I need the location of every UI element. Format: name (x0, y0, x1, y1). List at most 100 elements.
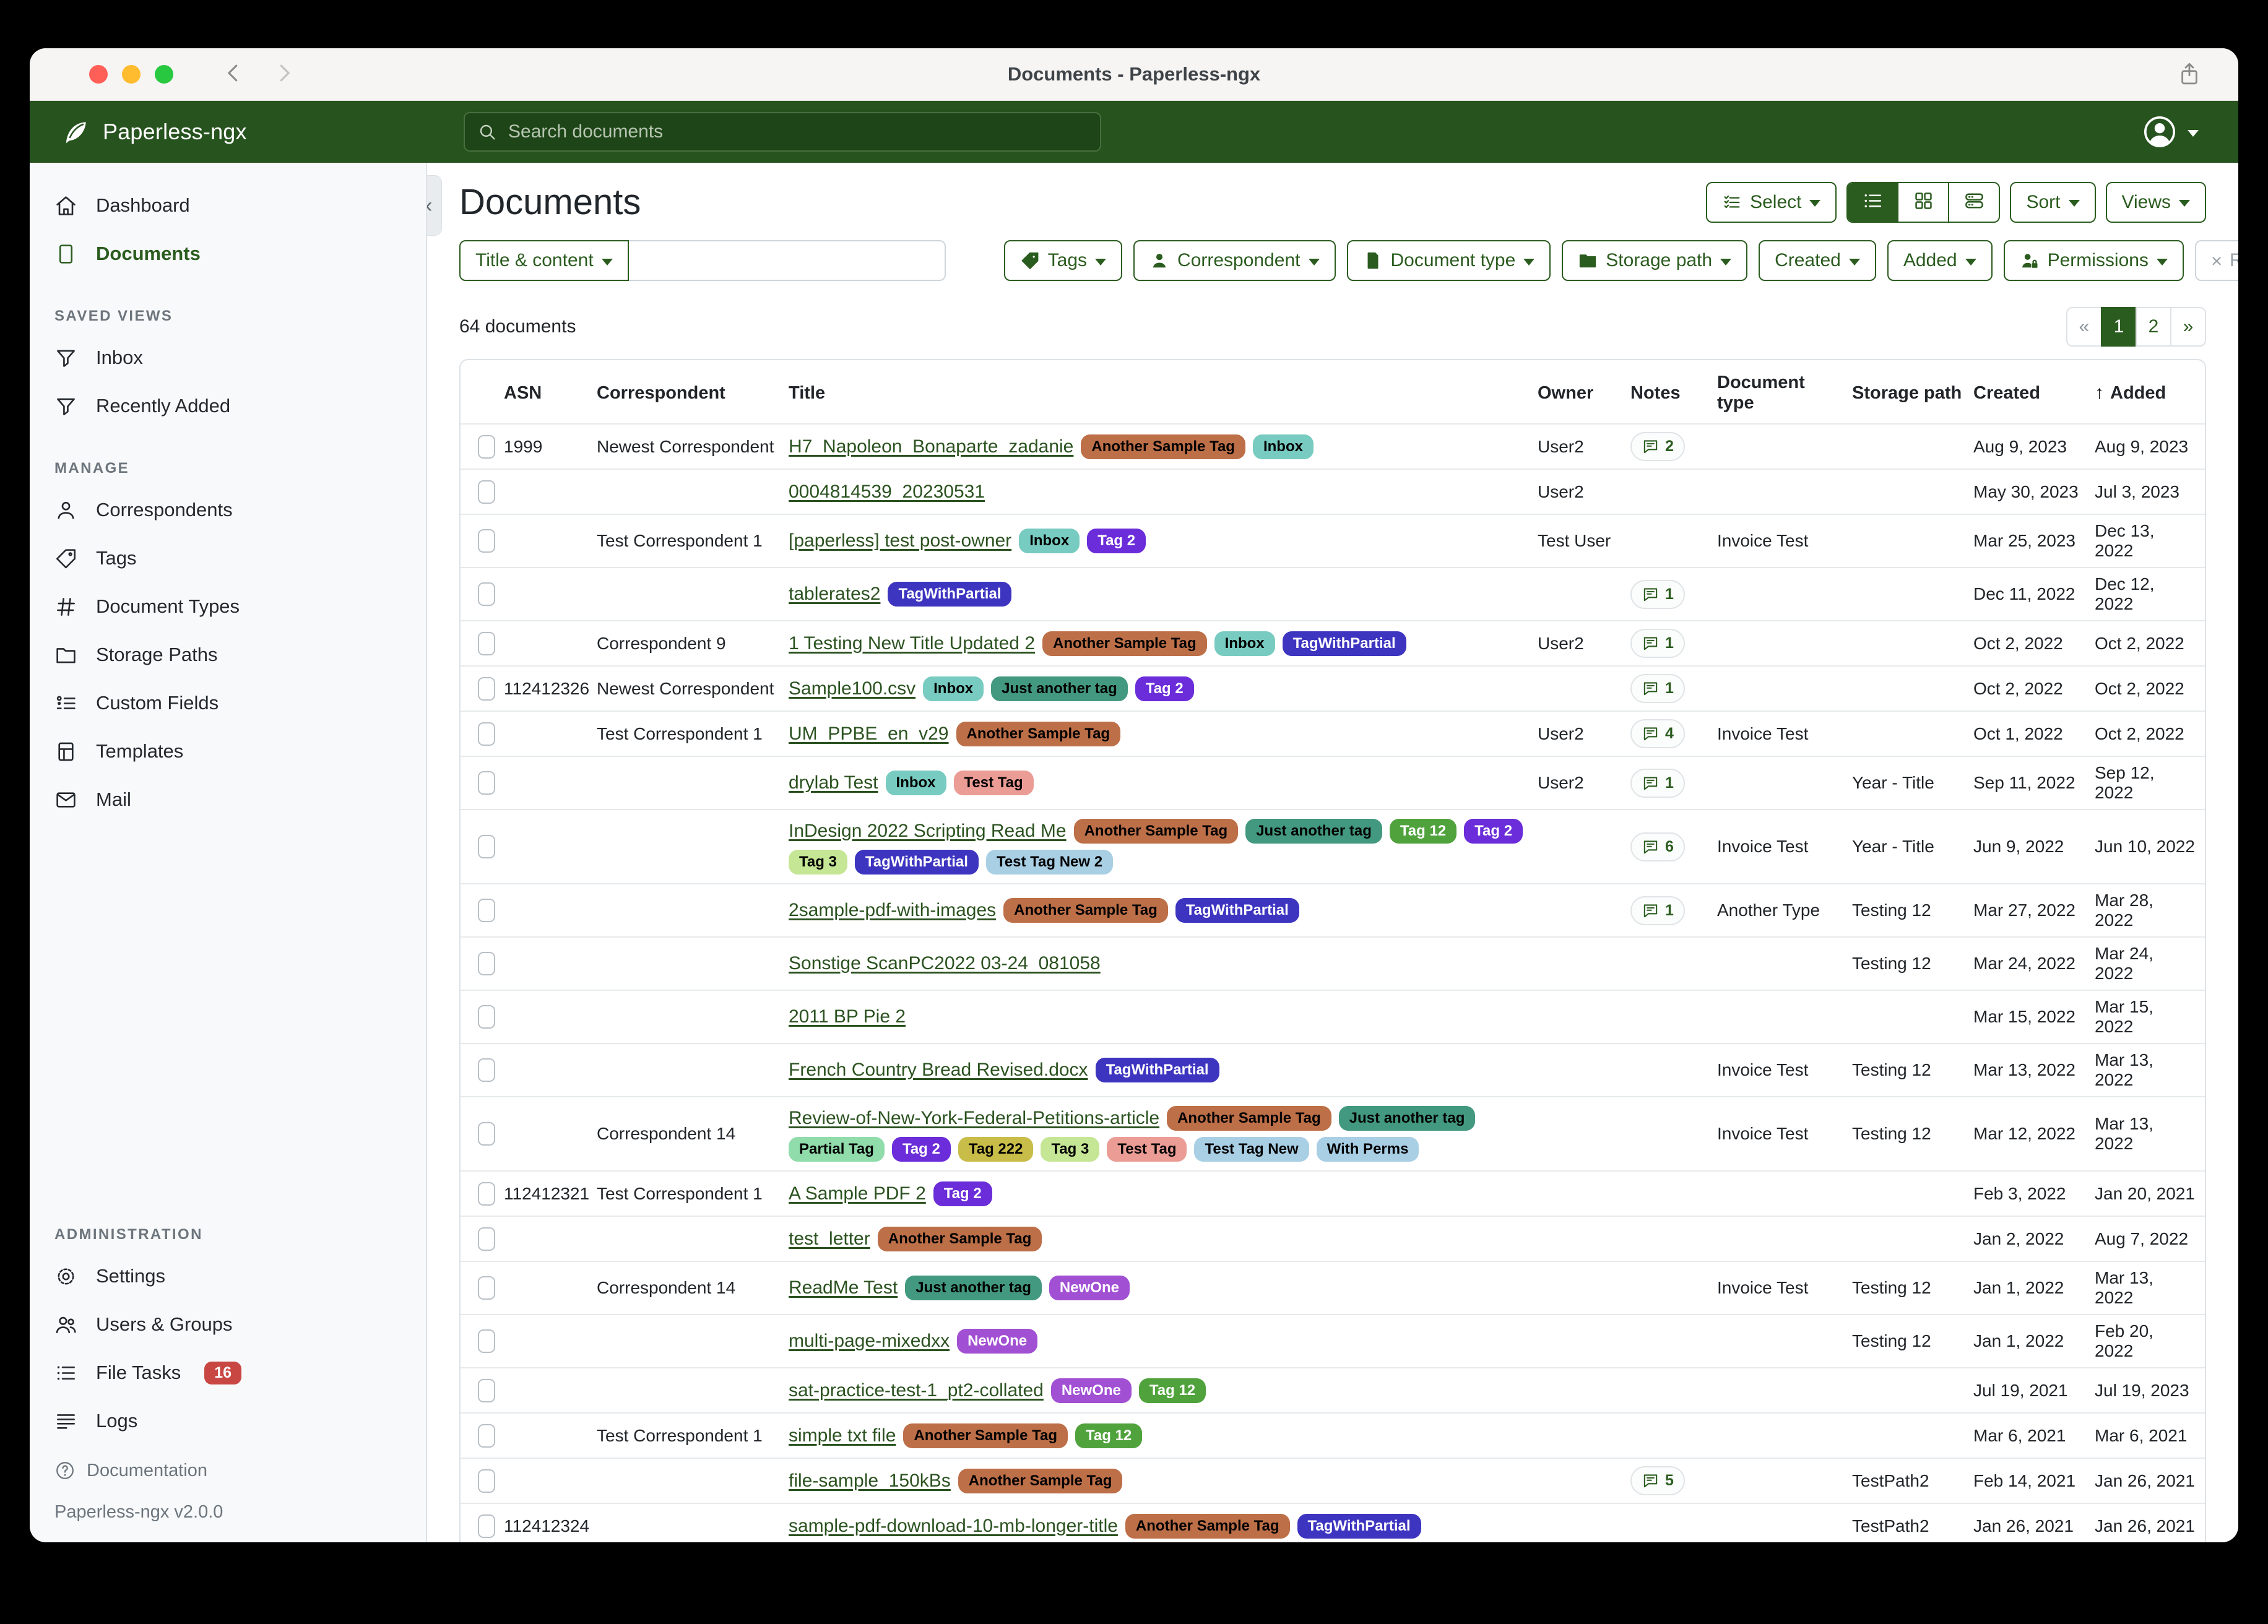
notes-button[interactable]: 5 (1630, 1466, 1685, 1495)
tag-pill[interactable]: Just another tag (991, 676, 1128, 701)
row-checkbox[interactable] (478, 1329, 495, 1353)
document-link[interactable]: Sample100.csv (789, 678, 916, 699)
minimize-window-button[interactable] (122, 65, 141, 84)
document-link[interactable]: test_letter (789, 1228, 870, 1249)
tag-pill[interactable]: Another Sample Tag (956, 721, 1121, 746)
tag-pill[interactable]: Tag 222 (958, 1137, 1034, 1162)
column-header-owner[interactable]: Owner (1538, 382, 1594, 403)
row-checkbox[interactable] (478, 434, 495, 459)
document-link[interactable]: A Sample PDF 2 (789, 1183, 926, 1204)
row-checkbox[interactable] (478, 1058, 495, 1082)
tag-pill[interactable]: TagWithPartial (1282, 631, 1406, 656)
filter-added-button[interactable]: Added (1887, 240, 1993, 281)
row-checkbox[interactable] (478, 1423, 495, 1448)
tag-pill[interactable]: Inbox (1214, 631, 1275, 656)
row-checkbox[interactable] (478, 835, 495, 858)
document-link[interactable]: 1 Testing New Title Updated 2 (789, 633, 1036, 654)
page-button-2[interactable]: 2 (2136, 307, 2171, 347)
row-checkbox[interactable] (478, 1005, 495, 1029)
document-link[interactable]: French Country Bread Revised.docx (789, 1060, 1088, 1080)
tag-pill[interactable]: Tag 2 (891, 1137, 951, 1162)
tag-pill[interactable]: Just another tag (1245, 819, 1382, 844)
tag-pill[interactable]: NewOne (957, 1329, 1038, 1354)
notes-button[interactable]: 1 (1630, 674, 1685, 703)
select-button[interactable]: Select (1706, 181, 1837, 223)
row-checkbox[interactable] (478, 952, 495, 975)
document-link[interactable]: 2011 BP Pie 2 (789, 1006, 906, 1027)
sort-button[interactable]: Sort (2010, 181, 2096, 223)
tag-pill[interactable]: Test Tag New 2 (985, 850, 1114, 875)
notes-button[interactable]: 6 (1630, 832, 1685, 862)
sidebar-item-users-groups[interactable]: Users & Groups (30, 1300, 426, 1349)
row-checkbox[interactable] (478, 1378, 495, 1402)
zoom-window-button[interactable] (155, 65, 173, 84)
tag-pill[interactable]: TagWithPartial (1297, 1513, 1421, 1539)
tag-pill[interactable]: Another Sample Tag (1125, 1513, 1290, 1539)
row-checkbox[interactable] (478, 1227, 495, 1251)
documentation-link[interactable]: Documentation (54, 1460, 426, 1481)
filter-permissions-button[interactable]: Permissions (2003, 240, 2184, 281)
sidebar-item-logs[interactable]: Logs (30, 1397, 426, 1445)
view-list-button[interactable] (1848, 183, 1898, 222)
document-link[interactable]: drylab Test (789, 772, 878, 793)
filter-correspondent-button[interactable]: Correspondent (1133, 240, 1336, 281)
row-checkbox[interactable] (478, 771, 495, 795)
tag-pill[interactable]: Inbox (1019, 529, 1080, 553)
filter-storage-path-button[interactable]: Storage path (1562, 240, 1748, 281)
tag-pill[interactable]: Tag 2 (1135, 676, 1194, 701)
sidebar-item-settings[interactable]: Settings (30, 1252, 426, 1300)
column-header-created[interactable]: Created (1973, 382, 2040, 403)
tag-pill[interactable]: Test Tag New (1194, 1137, 1309, 1162)
notes-button[interactable]: 1 (1630, 629, 1685, 658)
tag-pill[interactable]: TagWithPartial (854, 850, 979, 875)
document-link[interactable]: sat-practice-test-1_pt2-collated (789, 1380, 1044, 1401)
notes-button[interactable]: 2 (1630, 432, 1685, 461)
document-link[interactable]: [paperless] test post-owner (789, 530, 1012, 551)
document-link[interactable]: tablerates2 (789, 584, 881, 604)
sidebar-item-documents[interactable]: Documents (30, 230, 426, 278)
filter-created-button[interactable]: Created (1759, 240, 1876, 281)
tag-pill[interactable]: Another Sample Tag (1042, 631, 1207, 656)
document-link[interactable]: ReadMe Test (789, 1277, 898, 1298)
tag-pill[interactable]: Another Sample Tag (1167, 1106, 1331, 1131)
sidebar-item-dashboard[interactable]: Dashboard (30, 181, 426, 230)
tag-pill[interactable]: Another Sample Tag (958, 1468, 1123, 1493)
sidebar-item-templates[interactable]: Templates (30, 727, 426, 775)
tag-pill[interactable]: Tag 2 (933, 1181, 992, 1206)
view-detail-button[interactable] (1948, 183, 1999, 222)
row-checkbox[interactable] (478, 1514, 495, 1538)
document-link[interactable]: multi-page-mixedxx (789, 1331, 950, 1351)
tag-pill[interactable]: Just another tag (1338, 1106, 1476, 1131)
tag-pill[interactable]: Partial Tag (789, 1137, 885, 1162)
notes-button[interactable]: 1 (1630, 579, 1685, 609)
forward-icon[interactable] (272, 61, 296, 88)
notes-button[interactable]: 4 (1630, 719, 1685, 748)
document-link[interactable]: Review-of-New-York-Federal-Petitions-art… (789, 1108, 1160, 1128)
tag-pill[interactable]: Tag 2 (1087, 529, 1146, 553)
document-link[interactable]: UM_PPBE_en_v29 (789, 723, 949, 744)
tag-pill[interactable]: With Perms (1316, 1137, 1419, 1162)
tag-pill[interactable]: Another Sample Tag (903, 1423, 1068, 1448)
tag-pill[interactable]: Test Tag (953, 771, 1034, 795)
document-link[interactable]: H7_Napoleon_Bonaparte_zadanie (789, 436, 1074, 457)
filter-tags-button[interactable]: Tags (1003, 240, 1123, 281)
tag-pill[interactable]: Another Sample Tag (877, 1226, 1042, 1251)
notes-button[interactable]: 1 (1630, 768, 1685, 798)
notes-button[interactable]: 1 (1630, 896, 1685, 925)
row-checkbox[interactable] (478, 1122, 495, 1146)
search-input[interactable] (507, 121, 1088, 143)
back-icon[interactable] (222, 61, 245, 88)
row-checkbox[interactable] (478, 899, 495, 922)
tag-pill[interactable]: TagWithPartial (1095, 1058, 1219, 1082)
sidebar-item-document-types[interactable]: Document Types (30, 582, 426, 631)
sidebar-collapse-button[interactable]: « (427, 175, 442, 236)
sidebar-item-inbox[interactable]: Inbox (30, 334, 426, 382)
app-logo[interactable]: Paperless-ngx (61, 117, 247, 147)
column-header-title[interactable]: Title (789, 382, 826, 403)
share-icon[interactable] (2176, 61, 2202, 87)
views-button[interactable]: Views (2105, 181, 2206, 223)
row-checkbox[interactable] (478, 1469, 495, 1493)
sidebar-item-correspondents[interactable]: Correspondents (30, 486, 426, 534)
tag-pill[interactable]: Another Sample Tag (1073, 819, 1239, 844)
document-link[interactable]: file-sample_150kBs (789, 1470, 951, 1491)
